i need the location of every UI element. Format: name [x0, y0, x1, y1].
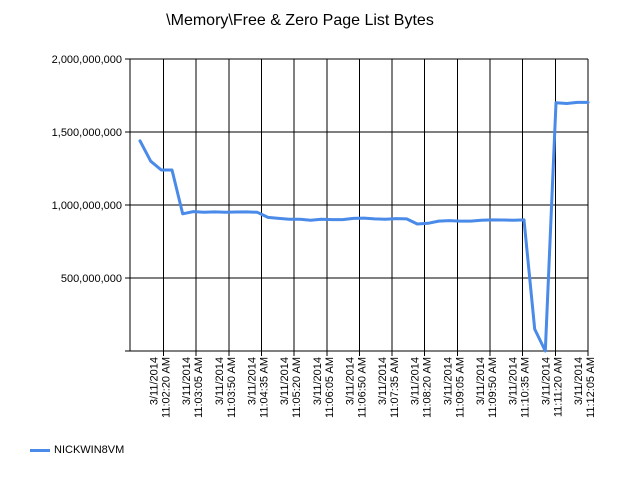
x-tick-label: 3/11/2014 11:06:50 AM	[344, 357, 368, 418]
axes	[125, 59, 588, 352]
x-tick-date: 3/11/2014	[312, 357, 324, 405]
x-tick-date: 3/11/2014	[475, 357, 487, 405]
x-tick-label: 3/11/2014 11:02:20 AM	[149, 357, 173, 418]
x-tick-date: 3/11/2014	[410, 357, 422, 405]
y-tick-label: 500,000,000	[61, 273, 122, 285]
x-tick-date: 3/11/2014	[377, 357, 389, 405]
x-tick-time: 11:07:35 AM	[389, 357, 401, 418]
x-tick-label: 3/11/2014 11:11:20 AM	[540, 357, 564, 417]
x-tick-time: 11:10:35 AM	[520, 357, 532, 418]
x-tick-date: 3/11/2014	[149, 357, 161, 405]
x-tick-time: 11:06:05 AM	[324, 357, 336, 418]
x-tick-time: 11:06:50 AM	[356, 357, 368, 418]
x-tick-label: 3/11/2014 11:04:35 AM	[246, 357, 270, 418]
x-tick-time: 11:09:05 AM	[454, 357, 466, 418]
y-tick-label: 1,000,000,000	[52, 200, 122, 212]
x-tick-date: 3/11/2014	[181, 357, 193, 405]
y-tick-labels: 500,000,000 1,000,000,000 1,500,000,000 2,0…	[52, 54, 122, 285]
x-tick-time: 11:05:20 AM	[291, 357, 303, 418]
x-tick-time: 11:12:05 AM	[585, 357, 597, 418]
x-tick-label: 3/11/2014 11:06:05 AM	[312, 357, 336, 418]
legend-label: NICKWIN8VM	[54, 444, 125, 456]
legend-swatch	[30, 448, 50, 452]
x-tick-label: 3/11/2014 11:05:20 AM	[279, 357, 303, 418]
x-tick-label: 3/11/2014 11:09:50 AM	[475, 357, 499, 418]
x-tick-label: 3/11/2014 11:07:35 AM	[377, 357, 401, 418]
x-tick-time: 11:09:50 AM	[487, 357, 499, 418]
x-tick-date: 3/11/2014	[573, 357, 585, 405]
x-tick-label: 3/11/2014 11:10:35 AM	[508, 357, 532, 418]
x-tick-date: 3/11/2014	[540, 357, 552, 405]
x-tick-time: 11:02:20 AM	[161, 357, 173, 418]
x-tick-label: 3/11/2014 11:09:05 AM	[442, 357, 466, 418]
x-tick-date: 3/11/2014	[246, 357, 258, 405]
x-tick-time: 11:04:35 AM	[258, 357, 270, 418]
x-tick-time: 11:03:50 AM	[226, 357, 238, 418]
x-tick-date: 3/11/2014	[344, 357, 356, 405]
chart-title: \Memory\Free & Zero Page List Bytes	[166, 12, 434, 29]
x-tick-time: 11:03:05 AM	[193, 357, 205, 418]
x-tick-date: 3/11/2014	[279, 357, 291, 405]
x-tick-labels: 3/11/2014 11:02:20 AM 3/11/2014 11:03:05 AM…	[149, 357, 598, 418]
y-tick-label: 2,000,000,000	[52, 54, 122, 66]
x-tick-date: 3/11/2014	[508, 357, 520, 405]
x-tick-date: 3/11/2014	[442, 357, 454, 405]
x-tick-label: 3/11/2014 11:12:05 AM	[573, 357, 597, 418]
grid-lines	[125, 58, 589, 356]
x-tick-time: 11:08:20 AM	[422, 357, 434, 418]
x-tick-label: 3/11/2014 11:03:50 AM	[214, 357, 238, 418]
series-layer	[138, 100, 590, 353]
series-line-nickwin8vm	[138, 100, 590, 353]
legend: NICKWIN8VM	[30, 444, 124, 456]
y-tick-label: 1,500,000,000	[52, 127, 122, 139]
x-tick-time: 11:11:20 AM	[552, 357, 564, 417]
x-tick-date: 3/11/2014	[214, 357, 226, 405]
x-tick-label: 3/11/2014 11:03:05 AM	[181, 357, 205, 418]
x-tick-label: 3/11/2014 11:08:20 AM	[410, 357, 434, 418]
